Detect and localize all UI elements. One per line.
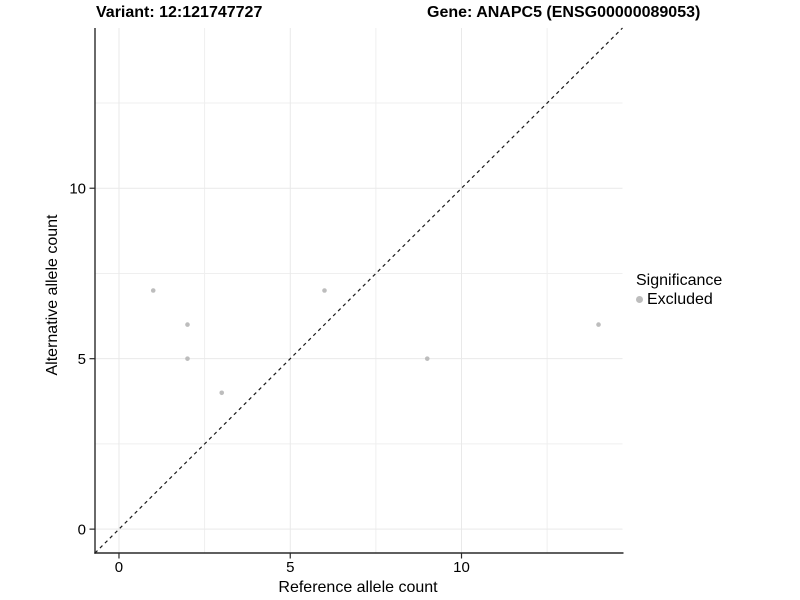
- legend-point-icon: [636, 296, 643, 303]
- x-tick-label: 0: [115, 559, 123, 576]
- data-point: [185, 356, 190, 361]
- plot-title-gene: Gene: ANAPC5 (ENSG00000089053): [427, 4, 701, 21]
- legend: Significance Excluded: [636, 271, 722, 309]
- plot-title-variant: Variant: 12:121747727: [96, 4, 263, 21]
- y-tick-label: 10: [69, 181, 86, 198]
- data-point: [219, 390, 225, 396]
- legend-item-label: Excluded: [647, 291, 713, 308]
- identity-dashed-line: [94, 27, 623, 554]
- x-tick-label: 5: [286, 559, 294, 576]
- x-axis-label: Reference allele count: [278, 579, 438, 596]
- y-axis-label: Alternative allele count: [44, 214, 61, 376]
- y-tick-label: 0: [78, 522, 86, 539]
- legend-title: Significance: [636, 272, 723, 289]
- data-point: [185, 322, 190, 327]
- data-point: [322, 288, 327, 293]
- legend-item-excluded: Excluded: [636, 290, 722, 309]
- data-point: [596, 322, 601, 327]
- data-point: [424, 356, 430, 361]
- data-point: [150, 288, 156, 293]
- y-tick-label: 5: [78, 351, 86, 368]
- x-tick-label: 10: [453, 559, 470, 576]
